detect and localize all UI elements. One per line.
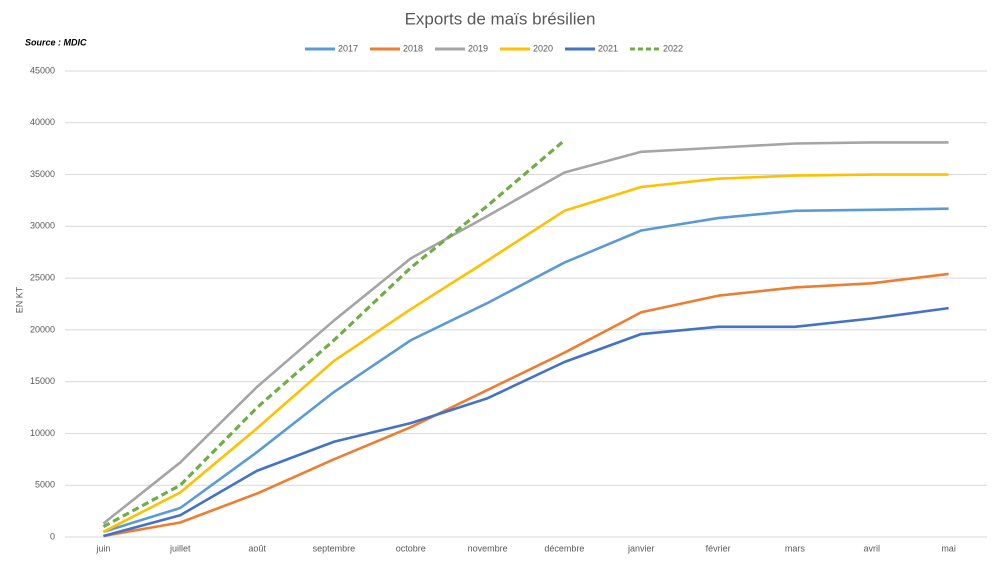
series-line — [102, 173, 949, 533]
legend-label: 2018 — [403, 43, 423, 53]
series-line — [103, 207, 949, 534]
x-tick-label: avril — [863, 543, 880, 553]
y-tick-label: 5000 — [35, 480, 55, 490]
x-tick-label: février — [706, 543, 731, 553]
y-tick-label: 30000 — [30, 221, 55, 231]
x-tick-label: juillet — [169, 543, 191, 553]
x-tick-label: décembre — [544, 543, 584, 553]
x-tick-label: mars — [785, 543, 805, 553]
legend-label: 2017 — [338, 43, 358, 53]
legend-label: 2019 — [468, 43, 488, 53]
series-line — [102, 139, 566, 529]
x-tick-label: octobre — [396, 543, 426, 553]
y-tick-label: 0 — [50, 531, 55, 541]
x-tick-label: mai — [941, 543, 956, 553]
x-tick-label: août — [248, 543, 266, 553]
x-tick-label: novembre — [468, 543, 508, 553]
y-tick-label: 35000 — [30, 169, 55, 179]
x-tick-label: juin — [95, 543, 110, 553]
y-tick-label: 15000 — [30, 376, 55, 386]
y-axis-label: EN KT — [14, 286, 24, 313]
x-tick-label: septembre — [313, 543, 356, 553]
series-line — [102, 141, 949, 525]
series-line — [103, 306, 949, 538]
y-tick-label: 45000 — [30, 65, 55, 75]
legend-label: 2020 — [533, 43, 553, 53]
y-tick-label: 20000 — [30, 324, 55, 334]
legend-label: 2022 — [663, 43, 683, 53]
x-tick-label: janvier — [627, 543, 655, 553]
chart-title: Exports de maïs brésilien — [405, 9, 596, 28]
y-tick-label: 25000 — [30, 272, 55, 282]
legend-label: 2021 — [598, 43, 618, 53]
y-tick-label: 10000 — [30, 428, 55, 438]
series-line — [103, 272, 949, 538]
source-note: Source : MDIC — [25, 37, 87, 47]
y-tick-label: 40000 — [30, 117, 55, 127]
